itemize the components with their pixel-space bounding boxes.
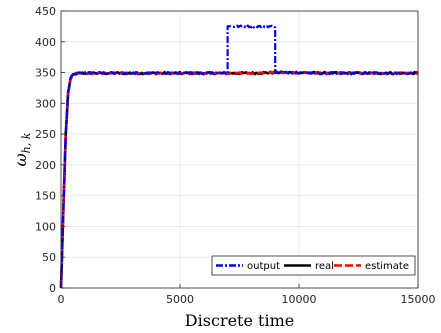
y-tick-label-8: 400 xyxy=(35,36,56,49)
y-tick-label-7: 350 xyxy=(35,67,56,80)
legend-label-output: output xyxy=(247,261,280,272)
plot-frame xyxy=(60,10,419,289)
y-tick-label-1: 50 xyxy=(42,251,56,264)
y-tick-label-3: 150 xyxy=(35,190,56,203)
x-tick-label-1: 5000 xyxy=(166,293,194,306)
y-tick-label-5: 250 xyxy=(35,128,56,141)
ticks: 0 5000 10000 15000 0 50 100 150 200 250 300 350 400 4… xyxy=(35,5,436,306)
y-axis-label: ωh, k xyxy=(11,132,33,166)
y-tick-label-0: 0 xyxy=(49,282,56,295)
legend: output real estimate xyxy=(211,255,416,276)
y-tick-label-4: 200 xyxy=(35,159,56,172)
series-line-output xyxy=(59,24,419,289)
x-tick-label-3: 15000 xyxy=(401,293,436,306)
x-tick-label-2: 10000 xyxy=(282,293,317,306)
x-axis-label: Discrete time xyxy=(185,311,294,330)
y-tick-label-9: 450 xyxy=(35,5,56,18)
legend-label-estimate: estimate xyxy=(365,261,409,272)
legend-box xyxy=(211,255,416,276)
y-tick-label-2: 100 xyxy=(35,220,56,233)
x-tick-label-0: 0 xyxy=(58,293,65,306)
plot-background xyxy=(61,11,418,288)
legend-label-real: real xyxy=(315,261,334,272)
y-axis-label-main: ω xyxy=(11,153,30,166)
y-axis-label-subscript: h, k xyxy=(20,132,33,153)
y-tick-label-6: 300 xyxy=(35,97,56,110)
series-line-estimate xyxy=(59,70,419,289)
series-group xyxy=(59,24,419,289)
